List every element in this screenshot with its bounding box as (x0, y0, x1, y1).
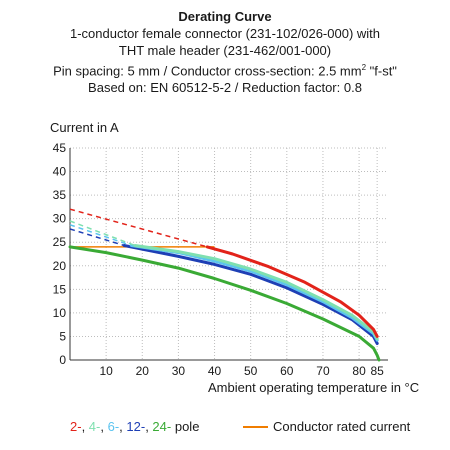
y-tick-label: 40 (53, 165, 67, 179)
y-axis-label: Current in A (50, 120, 119, 135)
subtitle-superscript: 2 (361, 63, 367, 72)
x-tick-label: 20 (136, 364, 150, 378)
series-2-pole-dashed (69, 208, 208, 248)
x-axis-label: Ambient operating temperature in °C (208, 380, 419, 395)
legend-separator: , (100, 419, 107, 434)
legend-pole-text: 2-, 4-, 6-, 12-, 24- pole (70, 419, 199, 434)
subtitle-line-3: Pin spacing: 5 mm / Conductor cross-sect… (0, 59, 450, 79)
subtitle-line-1: 1-conductor female connector (231-102/02… (69, 26, 380, 41)
legend-separator: , (82, 419, 89, 434)
series-12-pole-line (122, 244, 379, 345)
y-tick-label: 15 (53, 282, 67, 296)
subtitle-line-4: Based on: EN 60512-5-2 / Reduction facto… (88, 80, 362, 96)
x-tick-label: 70 (316, 364, 330, 378)
y-tick-label: 0 (59, 353, 66, 367)
series-4-pole-dashed (69, 220, 136, 247)
y-tick-label: 5 (59, 329, 66, 343)
series-2-pole-line (205, 245, 379, 338)
x-tick-label: 85 (370, 364, 384, 378)
y-tick-label: 10 (53, 306, 67, 320)
x-tick-label: 80 (352, 364, 366, 378)
legend-pole-suffix: pole (175, 419, 200, 434)
legend-separator: , (119, 419, 126, 434)
x-tick-label: 60 (280, 364, 294, 378)
y-tick-label: 45 (53, 141, 67, 155)
chart-title: Derating Curve (178, 9, 272, 24)
x-tick-label: 40 (208, 364, 222, 378)
x-tick-label: 50 (244, 364, 258, 378)
chart-title-block: Derating Curve 1-conductor female connec… (0, 8, 450, 96)
y-tick-label: 30 (53, 212, 67, 226)
y-tick-label: 25 (53, 235, 67, 249)
legend-rated-label: Conductor rated current (273, 419, 411, 434)
legend-pole-12: 12- (126, 419, 145, 434)
legend-pole-4: 4- (89, 419, 101, 434)
series-4-pole-line (133, 244, 379, 341)
legend-separator: , (145, 419, 152, 434)
series-24-pole-line (68, 245, 381, 362)
series-12-pole-dashed (69, 228, 125, 247)
series-6-pole-dashed (69, 224, 132, 247)
subtitle-line-3-text: Pin spacing: 5 mm / Conductor cross-sect… (53, 63, 362, 79)
legend-pole-24: 24- (152, 419, 171, 434)
subtitle-line-2: THT male header (231-462/001-000) (118, 43, 332, 58)
legend-pole-6: 6- (108, 419, 120, 434)
y-tick-label: 35 (53, 188, 67, 202)
subtitle-line-3-suffix: "f-st" (366, 63, 397, 79)
legend-pole-2: 2- (70, 419, 82, 434)
x-tick-label: 30 (172, 364, 186, 378)
x-tick-label: 10 (99, 364, 113, 378)
y-tick-label: 20 (53, 259, 67, 273)
